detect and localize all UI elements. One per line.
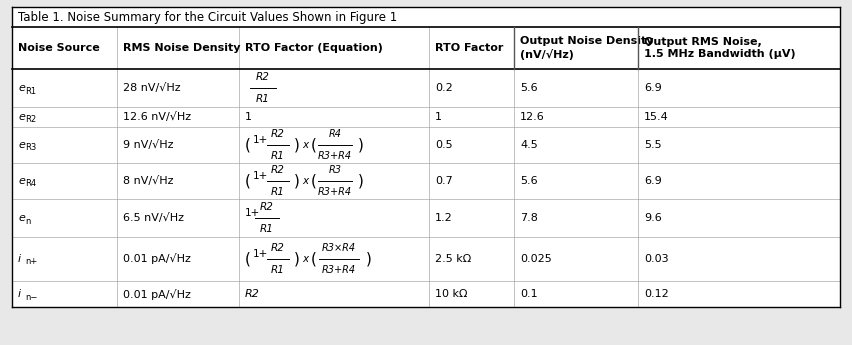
Text: 1+: 1+ <box>253 135 268 145</box>
Text: i: i <box>18 254 21 264</box>
Text: Table 1. Noise Summary for the Circuit Values Shown in Figure 1: Table 1. Noise Summary for the Circuit V… <box>18 10 397 23</box>
Text: 12.6: 12.6 <box>520 112 544 122</box>
Text: (: ( <box>245 174 250 188</box>
Text: x: x <box>302 176 308 186</box>
Text: e: e <box>18 83 25 93</box>
Text: 6.9: 6.9 <box>643 83 661 93</box>
Text: n+: n+ <box>25 257 37 266</box>
Text: (: ( <box>311 138 316 152</box>
Text: 12.6 nV/√Hz: 12.6 nV/√Hz <box>123 112 191 122</box>
Text: R3: R3 <box>25 144 36 152</box>
Text: x: x <box>302 140 308 150</box>
Text: e: e <box>18 112 25 122</box>
Text: R1: R1 <box>271 151 285 161</box>
Text: 5.5: 5.5 <box>643 140 661 150</box>
Text: RTO Factor: RTO Factor <box>435 43 503 53</box>
Text: 6.5 nV/√Hz: 6.5 nV/√Hz <box>123 213 184 223</box>
Text: (: ( <box>311 174 316 188</box>
Text: (: ( <box>311 252 316 266</box>
Text: 5.6: 5.6 <box>520 176 537 186</box>
Text: Output Noise Density
(nV/√Hz): Output Noise Density (nV/√Hz) <box>520 36 653 60</box>
Text: 4.5: 4.5 <box>520 140 537 150</box>
Text: 1.2: 1.2 <box>435 213 452 223</box>
Text: R1: R1 <box>271 265 285 275</box>
Text: 2.5 kΩ: 2.5 kΩ <box>435 254 470 264</box>
Bar <box>12 7 839 307</box>
Text: R3+R4: R3+R4 <box>318 151 352 161</box>
Text: 7.8: 7.8 <box>520 213 538 223</box>
Text: 9 nV/√Hz: 9 nV/√Hz <box>123 140 173 150</box>
Text: ): ) <box>358 138 364 152</box>
Text: e: e <box>18 176 25 186</box>
Text: R3: R3 <box>328 165 341 175</box>
Text: R2: R2 <box>271 165 285 175</box>
Text: RTO Factor (Equation): RTO Factor (Equation) <box>245 43 383 53</box>
Text: 1+: 1+ <box>253 249 268 259</box>
Text: 28 nV/√Hz: 28 nV/√Hz <box>123 83 181 93</box>
Text: R3+R4: R3+R4 <box>318 187 352 197</box>
Text: 1+: 1+ <box>245 208 260 218</box>
Text: 0.7: 0.7 <box>435 176 452 186</box>
Text: i: i <box>18 289 21 299</box>
Text: R1: R1 <box>256 94 269 104</box>
Text: ): ) <box>358 174 364 188</box>
Text: 0.5: 0.5 <box>435 140 452 150</box>
Text: 15.4: 15.4 <box>643 112 668 122</box>
Text: ): ) <box>366 252 371 266</box>
Text: 0.01 pA/√Hz: 0.01 pA/√Hz <box>123 254 191 265</box>
Text: R2: R2 <box>256 72 269 82</box>
Text: 0.03: 0.03 <box>643 254 668 264</box>
Text: ): ) <box>294 252 300 266</box>
Text: x: x <box>302 254 308 264</box>
Text: R4: R4 <box>328 129 341 139</box>
Text: 1: 1 <box>245 112 251 122</box>
Text: e: e <box>18 140 25 150</box>
Text: R2: R2 <box>260 202 273 212</box>
Text: RMS Noise Density: RMS Noise Density <box>123 43 240 53</box>
Text: 0.1: 0.1 <box>520 289 537 299</box>
Text: 0.025: 0.025 <box>520 254 551 264</box>
Text: (: ( <box>245 252 250 266</box>
Text: R2: R2 <box>271 243 285 253</box>
Text: n: n <box>25 217 31 226</box>
Text: Noise Source: Noise Source <box>18 43 100 53</box>
Text: R3+R4: R3+R4 <box>321 265 355 275</box>
Text: R2: R2 <box>25 116 36 125</box>
Text: 0.2: 0.2 <box>435 83 452 93</box>
Text: 1: 1 <box>435 112 441 122</box>
Text: R2: R2 <box>245 289 260 299</box>
Text: R1: R1 <box>260 224 273 234</box>
Text: 0.12: 0.12 <box>643 289 668 299</box>
Text: R1: R1 <box>25 87 36 96</box>
Text: 5.6: 5.6 <box>520 83 537 93</box>
Text: e: e <box>18 213 25 223</box>
Text: R4: R4 <box>25 179 36 188</box>
Text: R3×R4: R3×R4 <box>321 243 355 253</box>
Text: 0.01 pA/√Hz: 0.01 pA/√Hz <box>123 288 191 299</box>
Text: n−: n− <box>25 293 37 302</box>
Text: 1+: 1+ <box>253 171 268 181</box>
Text: ): ) <box>294 174 300 188</box>
Text: (: ( <box>245 138 250 152</box>
Text: R2: R2 <box>271 129 285 139</box>
Text: Output RMS Noise,
1.5 MHz Bandwidth (μV): Output RMS Noise, 1.5 MHz Bandwidth (μV) <box>643 37 795 59</box>
Text: 9.6: 9.6 <box>643 213 661 223</box>
Text: 6.9: 6.9 <box>643 176 661 186</box>
Text: R1: R1 <box>271 187 285 197</box>
Text: ): ) <box>294 138 300 152</box>
Text: 8 nV/√Hz: 8 nV/√Hz <box>123 176 173 186</box>
Text: 10 kΩ: 10 kΩ <box>435 289 467 299</box>
